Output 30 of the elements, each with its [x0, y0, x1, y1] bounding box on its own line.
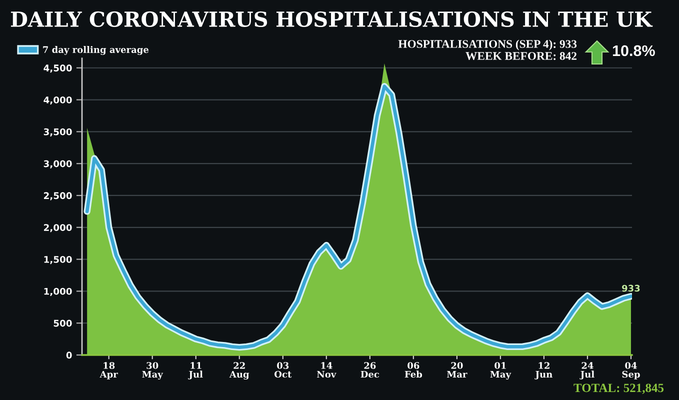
x-tick-label: 04 Sep — [622, 362, 640, 380]
x-tick-label: 11 Jul — [188, 362, 203, 380]
x-tick-label: 12 Jun — [534, 362, 552, 380]
y-tick-label: 500 — [54, 320, 72, 327]
x-tick-label: 24 Jul — [580, 362, 594, 380]
x-tick-label: 18 Apr — [100, 362, 118, 380]
text: 10.8% — [612, 45, 655, 56]
x-tick-label: 03 Oct — [274, 362, 292, 378]
x-tick-label: 06 Feb — [404, 362, 422, 378]
y-tick-label: 2,500 — [44, 192, 72, 200]
x-tick-label: 01 May — [490, 362, 512, 380]
y-tick-label: 3,500 — [44, 128, 72, 136]
annotation: WEEK BEFORE: 842 — [466, 52, 576, 60]
chart-title: DAILY CORONAVIRUS HOSPITALISATIONS IN THE UK — [10, 11, 653, 28]
x-tick-label: 20 Mar — [447, 362, 468, 378]
x-tick-label: 26 Dec — [360, 362, 380, 378]
x-tick-label: 22 Aug — [229, 362, 250, 380]
y-tick-label: 4,000 — [44, 96, 72, 105]
y-tick-label: 4,500 — [44, 64, 72, 73]
y-tick-label: 1,000 — [44, 288, 72, 296]
y-tick-label: 1,500 — [44, 256, 72, 264]
text: TOTAL: 521,845 — [574, 384, 664, 394]
text: HOSPITALISATIONS (SEP 4): 933 — [398, 40, 577, 50]
legend-label: 7 day rolling average — [43, 46, 149, 55]
y-tick-label: 3,000 — [44, 160, 72, 168]
y-tick-label: 2,000 — [44, 224, 72, 232]
x-tick-label: 14 Nov — [317, 362, 336, 378]
y-tick-label: 0 — [66, 352, 72, 359]
x-tick-label: 30 May — [142, 362, 164, 380]
data-label: 933 — [622, 284, 640, 292]
